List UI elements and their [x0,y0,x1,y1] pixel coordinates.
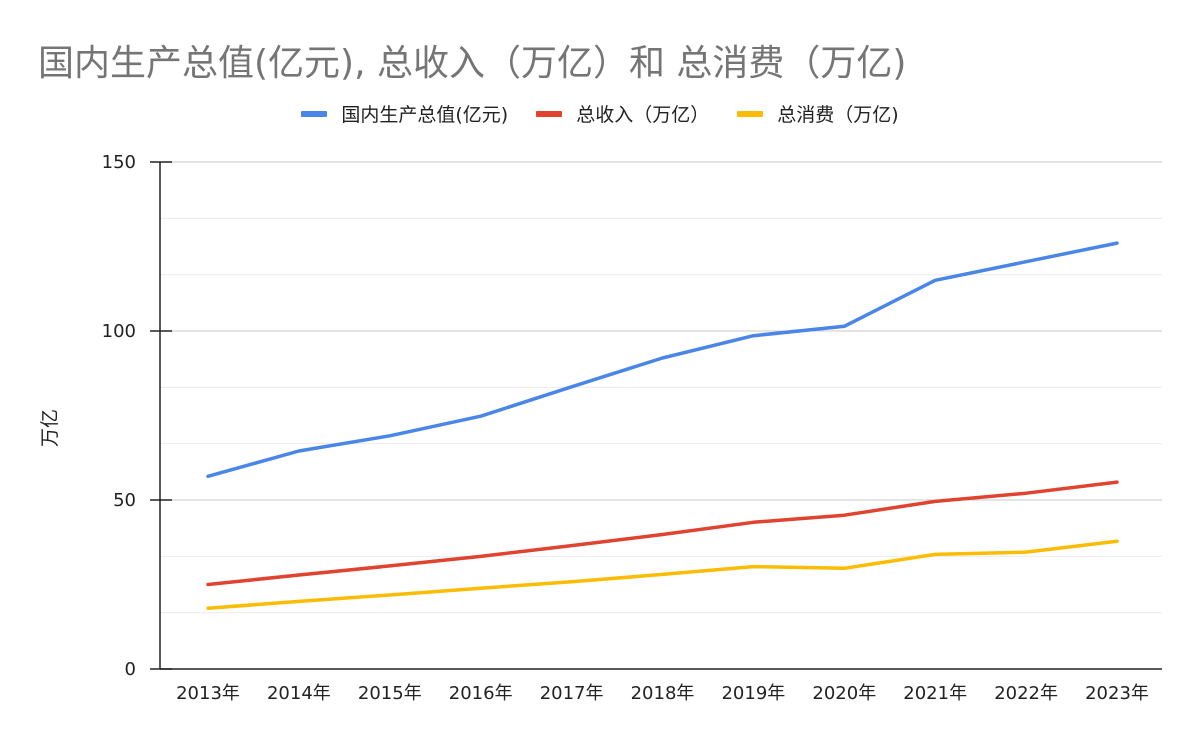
x-tick-label: 2013年 [176,683,240,704]
x-tick-label: 2022年 [994,683,1058,704]
series-line-0 [206,241,1119,479]
axes [150,161,1162,670]
tick-labels: 0 50 100 150 2013年 2014年 2015年 2016年 2017年 2018年 2… [102,152,1149,704]
legend-item-income[interactable]: 总收入（万亿） [536,100,709,127]
chart-title: 国内生产总值(亿元), 总收入（万亿）和 总消费（万亿) [38,43,907,84]
legend-label-income: 总收入（万亿） [576,104,710,126]
series-line-1 [206,480,1119,587]
x-tick-label: 2020年 [812,683,876,704]
y-tick-label: 0 [125,659,136,680]
x-tick-label: 2019年 [721,683,785,704]
x-tick-label: 2017年 [540,683,604,704]
y-tick-label: 150 [102,152,136,173]
legend-item-consumption[interactable]: 总消费（万亿) [737,100,899,127]
series-lines [206,241,1119,610]
legend-swatch-consumption [737,110,764,117]
legend-swatch-gdp [301,110,328,117]
gridlines [160,161,1162,614]
x-tick-label: 2021年 [903,683,967,704]
x-tick-label: 2014年 [267,683,331,704]
legend-label-consumption: 总消费（万亿) [777,104,899,126]
y-tick-label: 100 [102,321,136,342]
x-tick-label: 2016年 [449,683,513,704]
legend-label-gdp: 国内生产总值(亿元) [341,104,509,126]
x-tick-label: 2015年 [358,683,422,704]
legend: 国内生产总值(亿元) 总收入（万亿） 总消费（万亿) [0,100,1200,127]
series-line-2 [206,539,1119,610]
x-tick-label: 2018年 [631,683,695,704]
x-tick-label: 2023年 [1085,683,1149,704]
y-tick-label: 50 [113,490,136,511]
legend-item-gdp[interactable]: 国内生产总值(亿元) [301,100,508,127]
legend-swatch-income [536,110,563,117]
y-axis-title: 万亿 [39,409,61,447]
